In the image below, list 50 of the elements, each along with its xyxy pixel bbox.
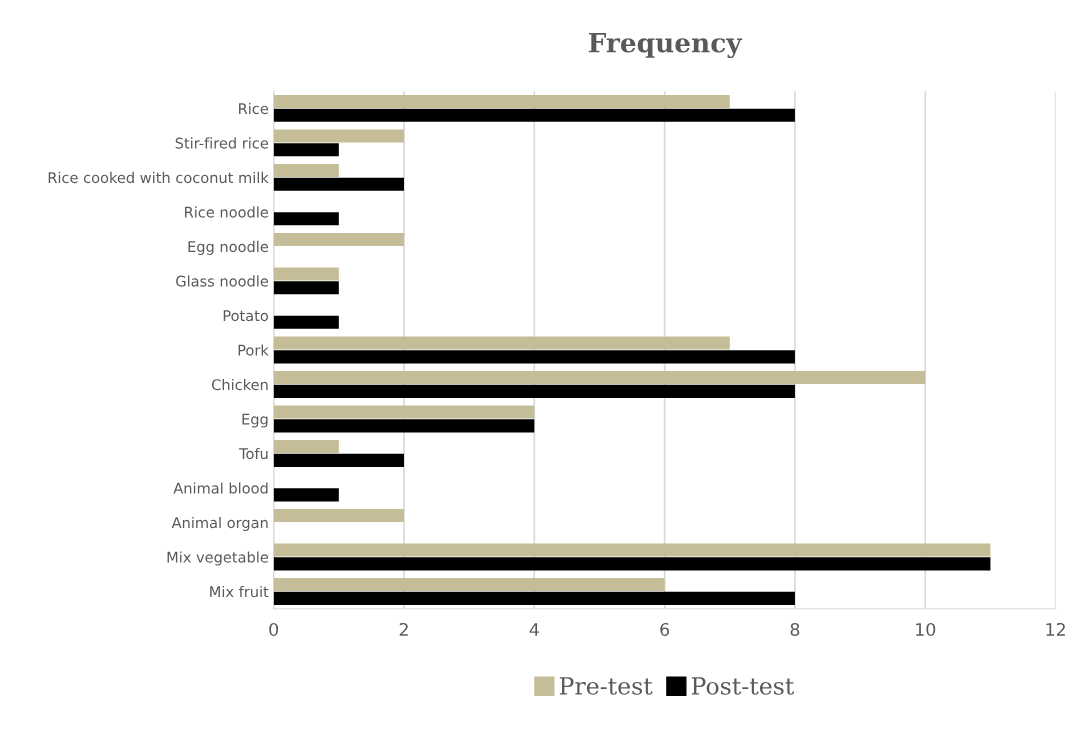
bar	[273, 350, 795, 364]
bar	[273, 315, 339, 329]
bar	[273, 591, 795, 605]
x-tick-label: 8	[790, 622, 800, 637]
y-tick-label: Mix fruit	[210, 585, 269, 598]
bar	[273, 488, 339, 502]
bar	[273, 384, 795, 398]
bar	[273, 543, 991, 557]
x-tick-label: 6	[660, 622, 670, 637]
y-tick-label: Animal organ	[171, 516, 268, 532]
y-tick-label: Glass noodle	[176, 275, 269, 287]
y-tick-label: Rice noodle	[185, 206, 269, 218]
x-tick-label: 2	[399, 622, 408, 636]
bar	[273, 281, 339, 295]
bar	[273, 143, 339, 157]
x-tick-label: 10	[916, 622, 936, 637]
legend-label: Post-test	[691, 677, 795, 695]
y-tick-label: Egg noodle	[188, 240, 269, 255]
bar	[273, 177, 404, 191]
bar	[273, 94, 730, 109]
bar	[273, 557, 991, 571]
y-tick-label: Tofu	[239, 447, 268, 460]
bar	[273, 232, 404, 247]
x-tick-label: 0	[269, 622, 279, 637]
x-tick-label: 12	[1046, 622, 1065, 636]
y-tick-label: Mix vegetable	[167, 551, 269, 566]
x-tick-label: 4	[529, 623, 539, 636]
bar	[273, 405, 535, 419]
y-tick-label: Animal blood	[173, 482, 268, 494]
bar	[273, 108, 795, 122]
bar	[273, 453, 404, 467]
bar	[273, 508, 404, 523]
y-tick-label: Rice	[239, 102, 269, 115]
bar	[273, 129, 404, 143]
bar	[273, 267, 339, 281]
bar	[273, 578, 665, 592]
y-tick-label: Potato	[223, 310, 269, 322]
y-tick-label: Pork	[238, 344, 269, 356]
y-tick-label: Chicken	[212, 378, 268, 391]
bar	[273, 212, 339, 226]
bar	[273, 419, 535, 433]
y-tick-label: Rice cooked with coconut milk	[48, 171, 269, 184]
y-tick-label: Stir-fired rice	[175, 137, 269, 149]
y-tick-label: Egg	[242, 413, 268, 428]
legend-label: Pre-test	[559, 677, 653, 695]
chart-title: Frequency	[588, 33, 743, 59]
bar	[273, 439, 339, 454]
bar	[273, 370, 926, 385]
bar	[273, 336, 730, 350]
bar	[273, 163, 339, 178]
